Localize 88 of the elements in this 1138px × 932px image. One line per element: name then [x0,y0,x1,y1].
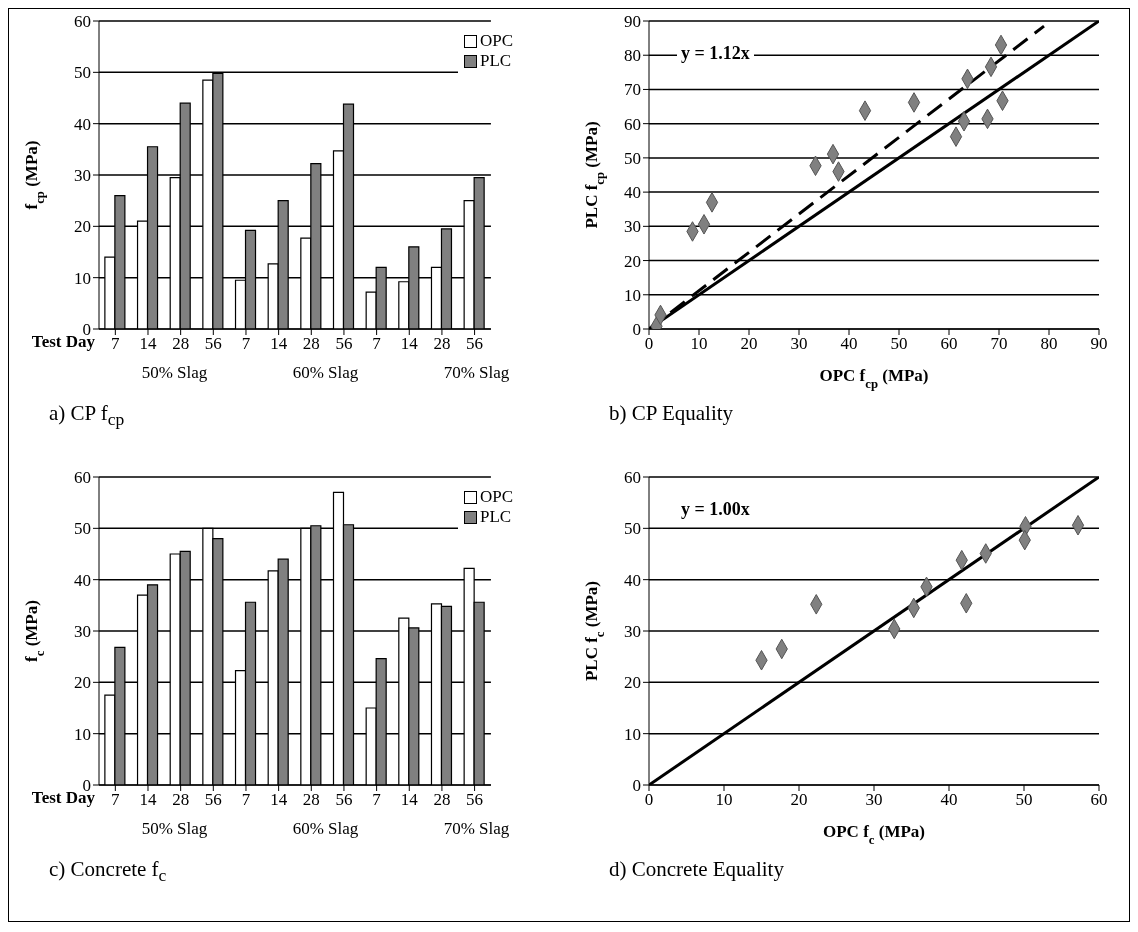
x-tick-label: 28 [433,334,451,354]
y-tick-label: 30 [74,622,91,642]
y-tick-label: 50 [74,63,91,83]
x-tick-label: 90 [1090,334,1108,354]
text: 50% Slag [140,819,209,839]
x-tick-label: 10 [690,334,708,354]
y-tick-label: 50 [74,519,91,539]
y-tick-label: 60 [74,12,91,32]
x-tick-label: 20 [740,334,758,354]
x-tick-label: 56 [335,334,353,354]
x-tick-label: 28 [433,790,451,810]
x-tick-label: 70 [990,334,1008,354]
y-tick-label: 0 [82,776,91,796]
y-tick-label: 30 [624,217,641,237]
x-tick-label: 28 [172,334,190,354]
y-tick-label: 0 [82,320,91,340]
x-tick-label: 56 [204,790,222,810]
y-tick-label: 10 [74,724,91,744]
y-tick-label: 10 [624,285,641,305]
y-tick-label: 50 [624,519,641,539]
y-tick-label: 20 [74,673,91,693]
x-tick-label: 14 [270,790,288,810]
y-tick-label: 10 [624,724,641,744]
y-tick-label: 20 [624,251,641,271]
y-tick-label: 20 [74,217,91,237]
text: c) Concrete f$_{c}$ [48,857,168,888]
y-tick-label: 80 [624,46,641,66]
x-tick-label: 14 [139,334,157,354]
legend-label: OPC [478,487,513,507]
y-tick-label: 20 [624,673,641,693]
y-tick-label: 90 [624,12,641,32]
x-tick-label: 56 [335,790,353,810]
x-tick-label: 50 [1015,790,1033,810]
y-tick-label: 40 [74,114,91,134]
y-tick-label: 70 [624,80,641,100]
x-tick-label: 40 [940,790,958,810]
x-tick-label: 20 [790,790,808,810]
y-tick-label: 60 [74,468,91,488]
text: 70% Slag [442,819,511,839]
x-tick-label: 80 [1040,334,1058,354]
x-tick-label: 7 [241,790,251,810]
x-tick-label: 28 [302,334,320,354]
x-tick-label: 30 [790,334,808,354]
text: d) Concrete Equality [608,857,785,883]
text: 50% Slag [140,363,209,383]
y-tick-label: 60 [624,114,641,134]
x-axis-title: OPC f$_{c}$ (MPa) [823,822,925,847]
x-tick-label: 40 [840,334,858,354]
x-tick-label: 56 [466,790,484,810]
annotation: y = 1.12x [677,43,754,64]
x-tick-label: 60 [1090,790,1108,810]
x-tick-label: 14 [400,790,419,810]
x-tick-label: 7 [111,790,121,810]
x-tick-label: 28 [302,790,320,810]
text: b) CP Equality [608,401,735,427]
x-tick-label: 56 [204,334,222,354]
x-tick-label: 7 [241,334,251,354]
x-tick-label: 10 [715,790,733,810]
text: 60% Slag [291,819,360,839]
y-tick-label: 50 [624,148,641,168]
legend-label: PLC [478,507,513,527]
y-tick-label: 0 [632,776,641,796]
text: a) CP f$_{cp}$ [48,401,126,432]
y-tick-label: 60 [624,468,641,488]
legend-label: OPC [478,31,513,51]
y-tick-label: 10 [74,268,91,288]
y-tick-label: 40 [74,570,91,590]
y-tick-label: 40 [624,183,641,203]
x-tick-label: 28 [172,790,190,810]
text: 60% Slag [291,363,360,383]
x-tick-label: 7 [372,790,382,810]
x-tick-label: 14 [139,790,157,810]
x-tick-label: 14 [270,334,288,354]
y-tick-label: 40 [624,570,641,590]
annotation: y = 1.00x [677,499,754,520]
legend-label: PLC [478,51,513,71]
text: 70% Slag [442,363,511,383]
x-tick-label: 50 [890,334,908,354]
x-tick-label: 7 [372,334,382,354]
y-tick-label: 30 [624,622,641,642]
y-tick-label: 0 [632,320,641,340]
x-tick-label: 56 [466,334,484,354]
x-axis-title: OPC f$_{cp}$ (MPa) [819,366,929,391]
x-tick-label: 30 [865,790,883,810]
x-tick-label: 60 [940,334,958,354]
x-tick-label: 14 [400,334,419,354]
y-tick-label: 30 [74,166,91,186]
x-tick-label: 7 [111,334,121,354]
